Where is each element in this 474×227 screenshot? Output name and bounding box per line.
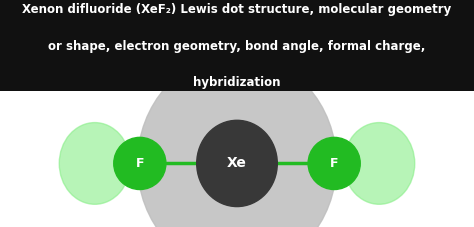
Ellipse shape (114, 137, 166, 190)
Ellipse shape (308, 137, 360, 190)
Text: or shape, electron geometry, bond angle, formal charge,: or shape, electron geometry, bond angle,… (48, 40, 426, 53)
Text: Xenon difluoride (XeF₂) Lewis dot structure, molecular geometry: Xenon difluoride (XeF₂) Lewis dot struct… (22, 3, 452, 16)
Text: F: F (330, 157, 338, 170)
Ellipse shape (197, 120, 277, 207)
Ellipse shape (344, 123, 415, 204)
Text: Xe: Xe (227, 156, 247, 170)
Text: hybridization: hybridization (193, 76, 281, 89)
FancyBboxPatch shape (0, 0, 474, 91)
Ellipse shape (137, 54, 337, 227)
Text: F: F (136, 157, 144, 170)
Ellipse shape (59, 123, 130, 204)
